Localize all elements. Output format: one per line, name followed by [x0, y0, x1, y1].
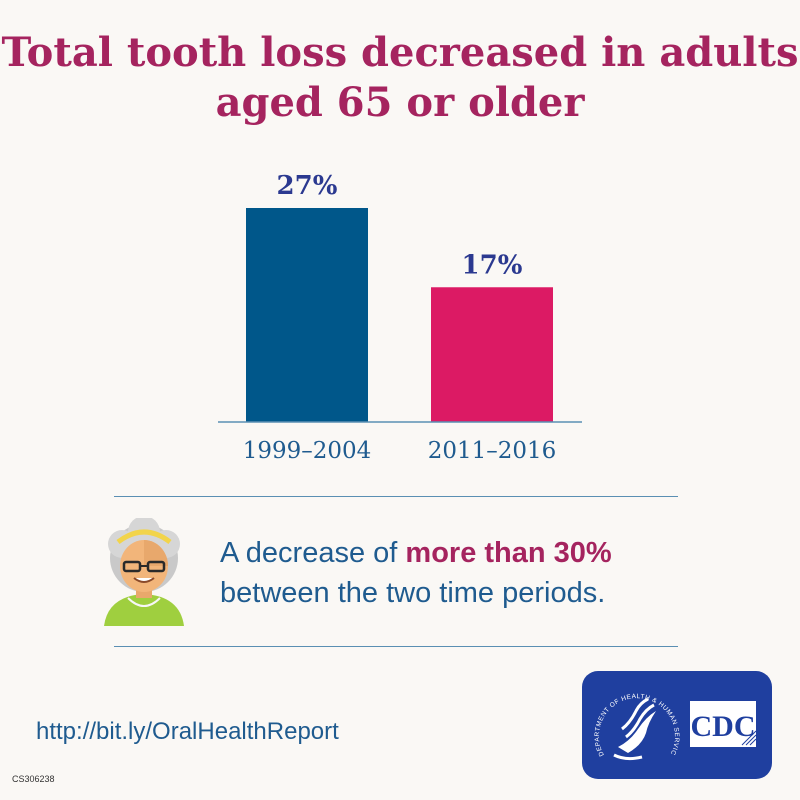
decrease-note: A decrease of more than 30% between the …	[220, 533, 700, 613]
divider-bottom	[114, 646, 678, 647]
category-label-2: 2011–2016	[428, 438, 557, 464]
chart-title: Total tooth loss decreased in adults age…	[1, 29, 799, 126]
older-woman-icon	[104, 518, 184, 626]
value-label-1: 27%	[277, 171, 338, 201]
bar-chart: 27% 1999–2004 17% 2011–2016	[218, 171, 582, 464]
report-link[interactable]: http://bit.ly/OralHealthReport	[36, 718, 339, 745]
note-highlight: more than 30%	[405, 537, 612, 569]
bar-2	[431, 287, 553, 422]
note-suffix: between the two time periods.	[220, 577, 606, 609]
category-label-1: 1999–2004	[243, 438, 372, 464]
cdc-logo: DEPARTMENT OF HEALTH & HUMAN SERVICES US…	[579, 666, 772, 779]
document-code: CS306238	[12, 774, 55, 784]
hhs-seal-icon: DEPARTMENT OF HEALTH & HUMAN SERVICES US…	[579, 666, 757, 761]
bar-1	[246, 208, 368, 422]
divider-top	[114, 496, 678, 497]
cdc-logo-text: CDC	[691, 710, 756, 743]
value-label-2: 17%	[462, 250, 523, 280]
note-prefix: A decrease of	[220, 537, 406, 569]
